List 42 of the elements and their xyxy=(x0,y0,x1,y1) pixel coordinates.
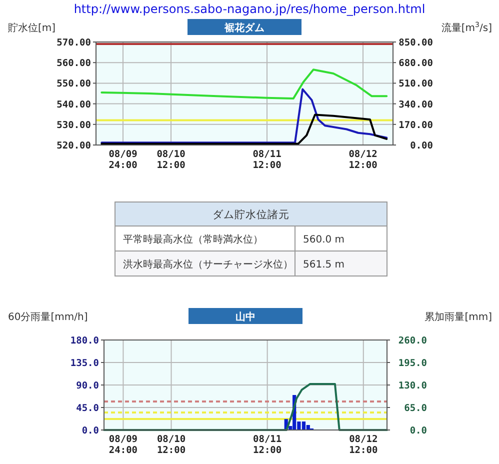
y-tick-label: 180.0 xyxy=(70,336,100,346)
y2-tick-label: 510.00 xyxy=(398,78,434,90)
y2-tick-label: 130.0 xyxy=(398,380,428,392)
text: 洪水時最高水位（サーチャージ水位） xyxy=(123,258,293,270)
text: 561.5 m xyxy=(303,260,345,270)
y-tick-label: 550.00 xyxy=(56,78,92,90)
y2-tick-label: 195.0 xyxy=(398,358,428,369)
y-tick-label: 135.0 xyxy=(70,358,100,369)
y-tick-label: 520.00 xyxy=(56,140,92,152)
y2-axis-title: 累加雨量[mm] xyxy=(424,311,492,323)
x-tick-label: 08/10 12:00 xyxy=(156,434,186,456)
y-tick-label: 530.00 xyxy=(56,120,92,131)
y2-tick-label: 260.0 xyxy=(398,336,428,346)
x-tick-label: 08/11 12:00 xyxy=(252,149,282,171)
y2-tick-label: 0.00 xyxy=(410,140,434,152)
y-tick-label: 560.00 xyxy=(56,58,92,70)
chart-title: 山中 xyxy=(236,311,256,323)
x-tick-label: 08/09 24:00 xyxy=(108,434,138,456)
x-tick-label: 08/10 12:00 xyxy=(156,149,186,171)
y-axis-title: 貯水位[m] xyxy=(8,22,56,34)
y2-tick-label: 680.00 xyxy=(398,58,434,70)
y-axis-title: 60分雨量[mm/h] xyxy=(8,311,88,323)
y-tick-label: 570.00 xyxy=(56,38,92,48)
x-tick-label: 08/12 12:00 xyxy=(349,434,378,456)
y-tick-label: 45.0 xyxy=(76,403,100,414)
text: 平常時最高水位（常時満水位） xyxy=(123,234,263,246)
y2-tick-label: 850.00 xyxy=(398,38,434,48)
y-tick-label: 540.00 xyxy=(56,99,92,110)
y2-tick-label: 65.0 xyxy=(404,403,428,414)
y2-tick-label: 340.00 xyxy=(398,99,434,110)
y2-tick-label: 0.0 xyxy=(410,426,428,436)
x-tick-label: 08/12 12:00 xyxy=(348,149,378,171)
x-tick-label: 08/11 12:00 xyxy=(253,434,282,456)
y2-axis-title: 流量[m$^{3}$/s] xyxy=(441,21,492,34)
y2-tick-label: 170.00 xyxy=(398,120,434,131)
text: 560.0 m xyxy=(303,234,345,246)
y-tick-label: 0.0 xyxy=(82,426,100,436)
x-tick-label: 08/09 24:00 xyxy=(108,149,138,171)
text: http://www.persons.sabo-nagano.jp/res/home_person.html xyxy=(74,2,426,16)
chart-title: 裾花ダム xyxy=(224,22,264,34)
y-tick-label: 90.0 xyxy=(76,380,100,392)
text: ダム貯水位諸元 xyxy=(212,208,290,221)
